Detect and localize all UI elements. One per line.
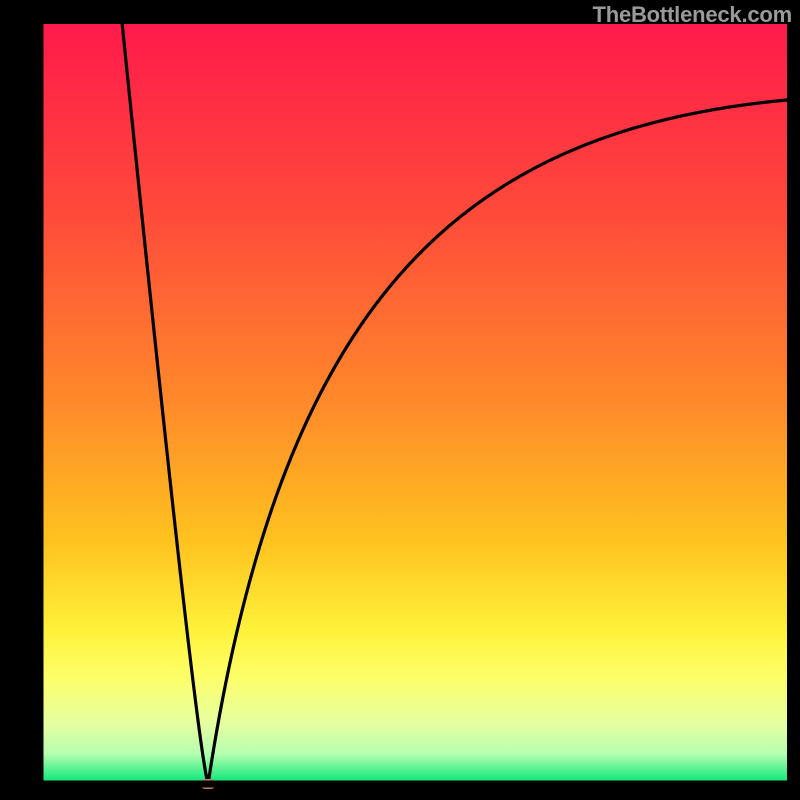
bottleneck-curve: [122, 24, 787, 784]
chart-svg-layer: [0, 0, 800, 800]
chart-container: TheBottleneck.com: [0, 0, 800, 800]
